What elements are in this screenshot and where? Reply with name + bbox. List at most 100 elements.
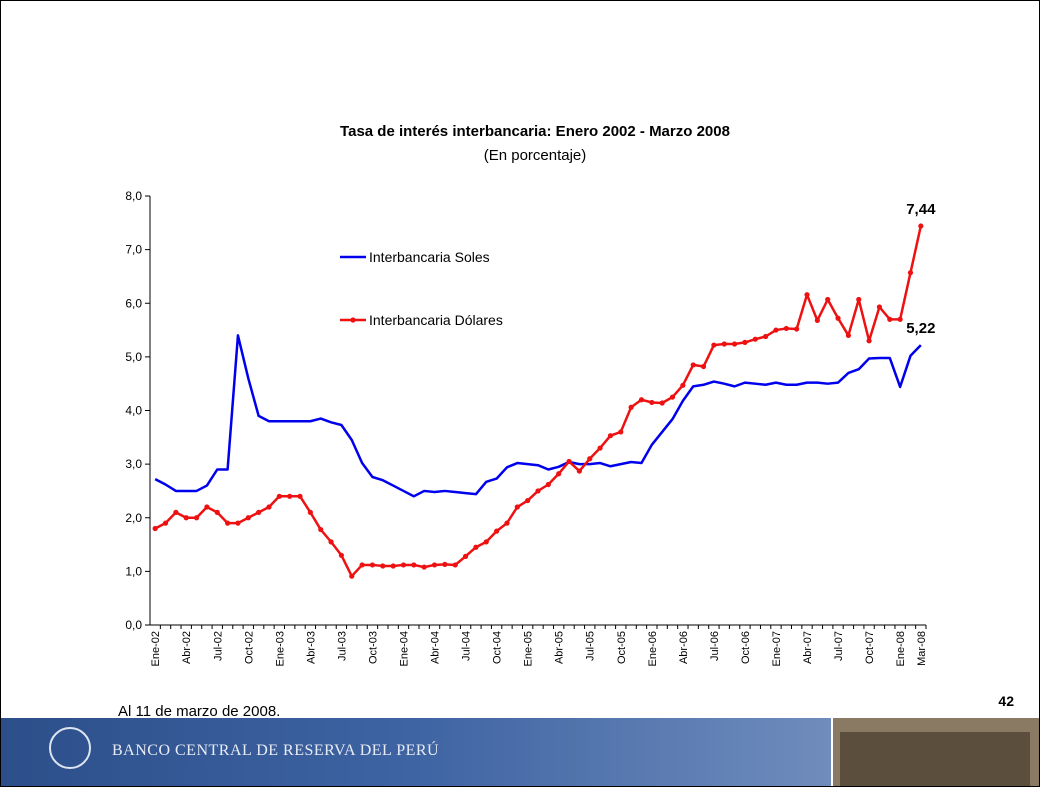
data-point [390,563,396,569]
legend-label: Interbancaria Soles [369,249,490,265]
y-tick-label: 4,0 [125,404,142,418]
data-point [204,504,210,510]
x-tick-label: Oct-06 [740,631,752,664]
data-point [266,504,272,510]
x-tick-label: Abr-03 [305,631,317,664]
y-tick-label: 8,0 [125,189,142,203]
data-point [794,326,800,332]
y-tick-label: 0,0 [125,618,142,632]
data-point [783,325,789,332]
data-point [525,497,531,504]
data-point [307,509,313,515]
data-point [887,316,893,322]
data-point [845,332,852,339]
data-point [752,336,758,342]
x-tick-label: Ene-07 [771,631,783,666]
data-point [659,400,665,406]
chart-title: Tasa de interés interbancaria: Enero 200… [340,123,730,140]
x-tick-label: Jul-07 [833,631,845,661]
data-point [814,317,820,324]
data-point [462,553,469,559]
data-point [297,493,303,499]
data-point [742,339,748,345]
data-point [276,493,282,499]
data-point [183,515,189,521]
x-tick-label: Jul-05 [585,631,597,661]
data-point [214,509,220,515]
data-point [763,333,769,340]
x-tick-label: Oct-07 [864,631,876,664]
data-point [918,223,924,229]
logo [49,727,91,769]
data-point [411,562,417,568]
banner-text: BANCO CENTRAL DE RESERVA DEL PERÚ [112,740,439,759]
data-point [649,399,655,406]
x-tick-label: Oct-05 [616,631,628,664]
data-point [318,526,324,533]
banner [1,718,831,786]
x-tick-label: Mar-08 [916,631,928,666]
x-tick-label: Abr-02 [181,631,193,664]
data-point [876,304,883,310]
x-tick-label: Ene-06 [647,631,659,666]
x-tick-label: Abr-05 [554,631,566,664]
data-point [556,471,562,477]
data-point [245,515,251,521]
data-point [452,562,458,568]
data-point [504,520,510,526]
x-tick-label: Jul-02 [212,631,224,661]
data-point [421,564,427,570]
data-point [535,488,541,494]
data-point [907,270,914,276]
page-number: 42 [998,693,1014,709]
data-point [700,363,707,370]
data-point [721,341,727,347]
x-tick-label: Ene-05 [523,631,535,666]
x-tick-label: Ene-02 [150,631,162,666]
data-point [483,539,489,545]
data-point [256,509,262,515]
data-point [494,528,500,534]
y-tick-label: 5,0 [125,350,142,364]
y-tick-label: 6,0 [125,296,142,310]
data-point [380,563,386,569]
data-point [173,509,179,515]
x-tick-label: Ene-04 [398,631,410,666]
data-point [897,316,903,322]
x-tick-label: Ene-03 [274,631,286,666]
x-tick-label: Ene-08 [895,631,907,666]
x-tick-label: Abr-07 [802,631,814,664]
data-point [287,493,293,499]
data-point [731,341,738,347]
data-point [638,397,645,403]
data-point [349,573,355,579]
banner-photo-detail [840,732,1030,786]
x-tick-label: Jul-03 [336,631,348,661]
data-point [587,456,593,462]
legend-marker [350,317,356,323]
data-point [825,296,831,303]
y-tick-label: 3,0 [125,457,142,471]
data-label: 5,22 [906,320,935,337]
y-tick-label: 7,0 [125,243,142,257]
data-point [711,342,717,348]
data-point [773,327,779,333]
data-point [235,520,241,526]
data-point [545,481,551,488]
y-tick-label: 2,0 [125,511,142,525]
series-line [154,334,922,498]
x-tick-label: Oct-04 [492,631,504,664]
data-point [607,433,614,439]
x-tick-label: Jul-04 [461,631,473,661]
legend-label: Interbancaria Dólares [369,312,503,328]
data-point [152,525,158,532]
data-point [597,445,603,451]
data-point [338,552,345,558]
x-tick-label: Abr-04 [430,631,442,664]
data-point [835,315,841,321]
data-point [866,338,872,344]
data-point [690,362,696,368]
chart-subtitle: (En porcentaje) [484,147,587,164]
x-tick-label: Oct-03 [367,631,379,664]
